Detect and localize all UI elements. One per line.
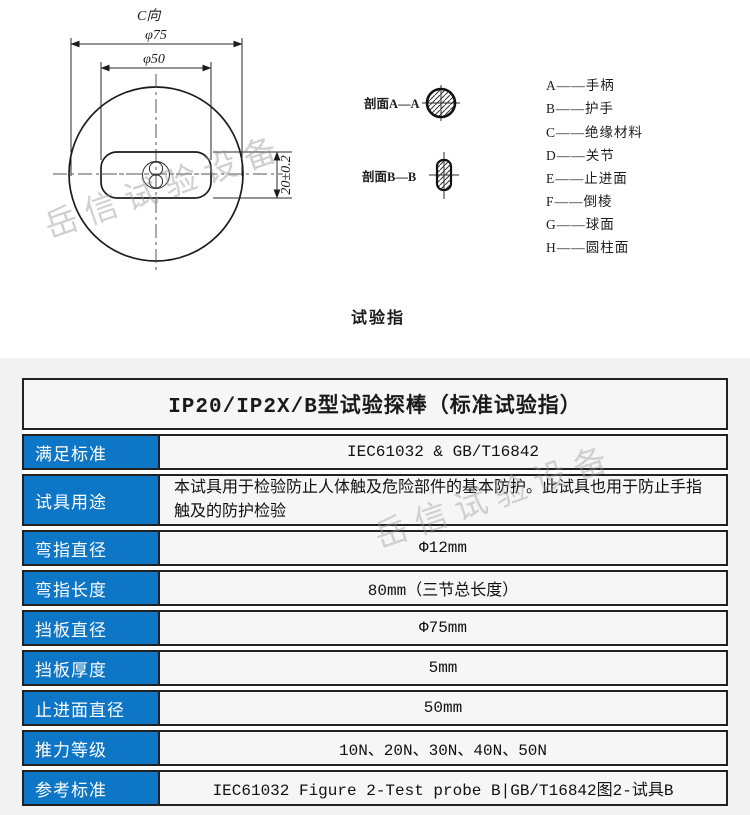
drawing-caption: 试验指 xyxy=(351,308,405,327)
legend-item-a: A——手柄 xyxy=(546,78,615,93)
row-baffle-thickness-value: 5mm xyxy=(160,652,726,684)
row-baffle-thickness: 挡板厚度 5mm xyxy=(22,650,728,686)
row-finger-diameter-label: 弯指直径 xyxy=(24,532,160,564)
test-finger-drawing: C向 φ75 φ50 xyxy=(53,8,643,327)
legend-item-h: H——圆柱面 xyxy=(546,240,629,255)
row-standard-value: IEC61032 & GB/T16842 xyxy=(160,436,726,468)
row-stop-face-diameter-label: 止进面直径 xyxy=(24,692,160,724)
section-b-hatched-capsule xyxy=(435,158,453,192)
legend-item-c: C——绝缘材料 xyxy=(546,125,643,140)
dim-phi75-label: φ75 xyxy=(145,28,167,43)
row-thrust-levels-label: 推力等级 xyxy=(24,732,160,764)
row-baffle-diameter: 挡板直径 Φ75mm xyxy=(22,610,728,646)
dimension-slot-height: 20±0.2 xyxy=(213,151,294,199)
row-finger-length: 弯指长度 80mm（三节总长度） xyxy=(22,570,728,606)
legend-item-g: G——球面 xyxy=(546,217,615,232)
technical-drawing: C向 φ75 φ50 xyxy=(0,0,750,358)
dim-slot-height-label: 20±0.2 xyxy=(279,155,294,194)
legend-item-e: E——止进面 xyxy=(546,171,628,186)
section-b-label: 剖面B—B xyxy=(362,169,416,184)
row-standard: 满足标准 IEC61032 & GB/T16842 xyxy=(22,434,728,470)
section-a-a: 剖面A—A xyxy=(364,85,460,121)
stop-face-slot xyxy=(100,151,212,199)
table-title: IP20/IP2X/B型试验探棒（标准试验指） xyxy=(168,396,582,419)
table-title-row: IP20/IP2X/B型试验探棒（标准试验指） xyxy=(22,378,728,430)
row-usage-value: 本试具用于检验防止人体触及危险部件的基本防护。此试具也用于防止手指触及的防护检验 xyxy=(160,476,726,524)
row-stop-face-diameter-value: 50mm xyxy=(160,692,726,724)
spec-section: IP20/IP2X/B型试验探棒（标准试验指） 满足标准 IEC61032 & … xyxy=(0,358,750,815)
row-standard-label: 满足标准 xyxy=(24,436,160,468)
dimension-phi50: φ50 xyxy=(100,52,212,160)
row-usage: 试具用途 本试具用于检验防止人体触及危险部件的基本防护。此试具也用于防止手指触及… xyxy=(22,474,728,526)
dim-phi50-label: φ50 xyxy=(143,52,165,67)
section-b-b: 剖面B—B xyxy=(362,152,459,199)
legend-item-f: F——倒棱 xyxy=(546,194,613,209)
section-a-hatched-circle xyxy=(425,87,457,119)
row-finger-diameter: 弯指直径 Φ12mm xyxy=(22,530,728,566)
view-direction-label: C向 xyxy=(137,8,162,24)
row-reference-standard-value: IEC61032 Figure 2-Test probe B|GB/T16842… xyxy=(160,772,726,804)
row-reference-standard-label: 参考标准 xyxy=(24,772,160,804)
finger-section-circle xyxy=(142,161,170,189)
row-baffle-diameter-value: Φ75mm xyxy=(160,612,726,644)
row-finger-diameter-value: Φ12mm xyxy=(160,532,726,564)
row-thrust-levels-value: 10N、20N、30N、40N、50N xyxy=(160,732,726,764)
row-reference-standard: 参考标准 IEC61032 Figure 2-Test probe B|GB/T… xyxy=(22,770,728,806)
row-usage-label: 试具用途 xyxy=(24,476,160,524)
row-baffle-diameter-label: 挡板直径 xyxy=(24,612,160,644)
row-stop-face-diameter: 止进面直径 50mm xyxy=(22,690,728,726)
spec-table: IP20/IP2X/B型试验探棒（标准试验指） 满足标准 IEC61032 & … xyxy=(22,378,728,806)
legend-list: A——手柄 B——护手 C——绝缘材料 D——关节 E——止进面 F——倒棱 G… xyxy=(546,78,643,255)
legend-item-b: B——护手 xyxy=(546,101,614,116)
row-baffle-thickness-label: 挡板厚度 xyxy=(24,652,160,684)
row-thrust-levels: 推力等级 10N、20N、30N、40N、50N xyxy=(22,730,728,766)
row-finger-length-value: 80mm（三节总长度） xyxy=(160,572,726,604)
legend-item-d: D——关节 xyxy=(546,148,615,163)
section-a-label: 剖面A—A xyxy=(364,96,420,111)
row-finger-length-label: 弯指长度 xyxy=(24,572,160,604)
